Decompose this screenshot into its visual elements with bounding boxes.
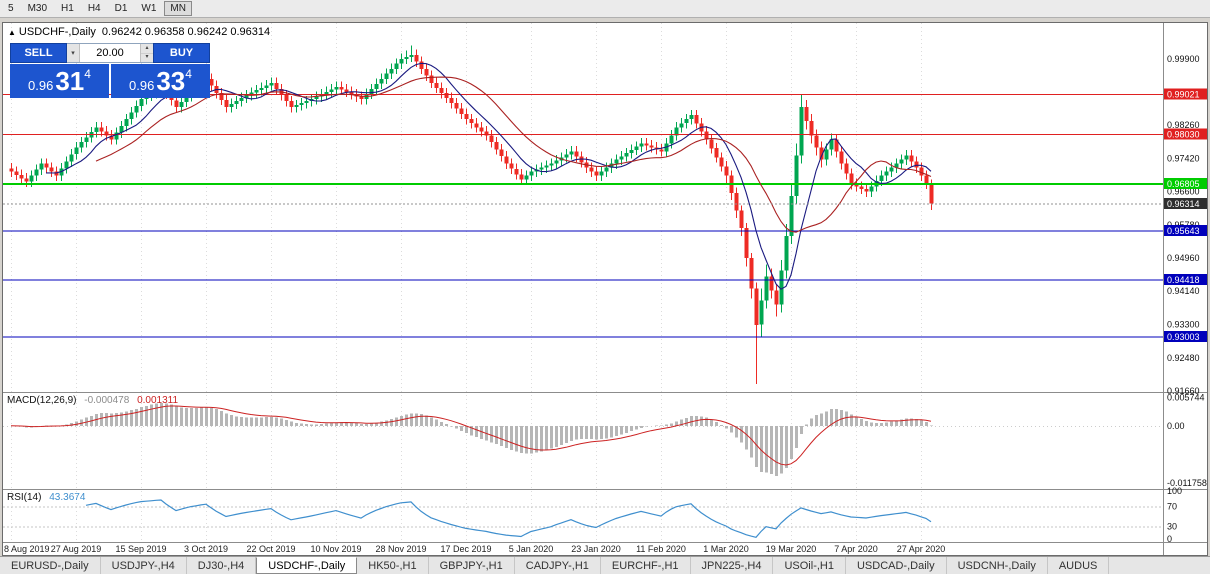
svg-text:70: 70 (1167, 501, 1177, 511)
timeframe-button-m30[interactable]: M30 (22, 1, 53, 16)
sell-price-figure: 0.96 (28, 78, 54, 93)
tab-cadjpy-h1[interactable]: CADJPY-,H1 (515, 557, 601, 574)
tab-usdjpy-h4[interactable]: USDJPY-,H4 (101, 557, 187, 574)
macd-value-main: -0.000478 (84, 395, 130, 406)
svg-text:0.005744: 0.005744 (1167, 393, 1205, 403)
tab-jpn225-h4[interactable]: JPN225-,H4 (691, 557, 774, 574)
tab-dj30-h4[interactable]: DJ30-,H4 (187, 557, 257, 574)
svg-text:100: 100 (1167, 486, 1182, 496)
chart-tabs-bar: EURUSD-,Daily USDJPY-,H4 DJ30-,H4 USDCHF… (0, 556, 1210, 574)
tab-usoil-h1[interactable]: USOil-,H1 (773, 557, 846, 574)
chart-title: ▲ USDCHF-,Daily 0.96242 0.96358 0.96242 0.… (8, 26, 270, 38)
svg-text:19 Mar 2020: 19 Mar 2020 (766, 544, 817, 554)
macd-name: MACD(12,26,9) (7, 395, 77, 406)
svg-text:0.00: 0.00 (1167, 421, 1185, 431)
svg-text:28 Nov 2019: 28 Nov 2019 (375, 544, 426, 554)
chart-symbol-label: USDCHF-,Daily (18, 26, 96, 38)
rsi-name: RSI(14) (7, 492, 42, 503)
svg-text:11 Feb 2020: 11 Feb 2020 (636, 544, 686, 554)
tab-usdchf-daily[interactable]: USDCHF-,Daily (256, 557, 358, 574)
svg-text:27 Apr 2020: 27 Apr 2020 (897, 544, 946, 554)
volume-dropdown-icon[interactable]: ▾ (67, 44, 80, 62)
buy-button[interactable]: BUY (153, 43, 210, 63)
tab-audusd[interactable]: AUDUS (1048, 557, 1110, 574)
buy-price-point: 4 (185, 67, 192, 81)
svg-text:0.95643: 0.95643 (1167, 226, 1200, 236)
buy-price-pips: 33 (156, 66, 186, 96)
macd-value-signal: 0.001311 (137, 395, 179, 406)
macd-indicator-label: MACD(12,26,9) -0.000478 0.001311 (7, 395, 178, 406)
timeframe-button-w1[interactable]: W1 (135, 1, 162, 16)
volume-up-button[interactable]: ▴ (141, 44, 153, 54)
svg-text:17 Dec 2019: 17 Dec 2019 (440, 544, 491, 554)
svg-text:15 Sep 2019: 15 Sep 2019 (115, 544, 166, 554)
price-chart-canvas[interactable]: 0.999000.982600.974200.966000.957800.949… (3, 23, 1207, 555)
svg-text:1 Mar 2020: 1 Mar 2020 (703, 544, 749, 554)
svg-text:22 Oct 2019: 22 Oct 2019 (246, 544, 295, 554)
ohlc-values: 0.96242 0.96358 0.96242 0.96314 (101, 26, 271, 38)
svg-text:23 Jan 2020: 23 Jan 2020 (571, 544, 621, 554)
timeframe-toolbar: 5 M30 H1 H4 D1 W1 MN (0, 0, 1210, 18)
svg-text:0.96805: 0.96805 (1167, 179, 1200, 189)
one-click-trading-panel: SELL ▾ ▴ ▾ BUY 0.96 31 4 0.96 33 4 (10, 43, 210, 98)
svg-text:0.99900: 0.99900 (1167, 54, 1200, 64)
tab-usdcad-daily[interactable]: USDCAD-,Daily (846, 557, 947, 574)
volume-down-button[interactable]: ▾ (141, 53, 153, 62)
timeframe-button-d1[interactable]: D1 (109, 1, 134, 16)
svg-text:0.92480: 0.92480 (1167, 353, 1200, 363)
timeframe-button-h1[interactable]: H1 (55, 1, 80, 16)
svg-text:0.91660: 0.91660 (1167, 386, 1200, 396)
rsi-indicator-label: RSI(14) 43.3674 (7, 492, 85, 503)
sell-price-pips: 31 (55, 66, 85, 96)
timeframe-button-mn[interactable]: MN (164, 1, 192, 16)
svg-text:0.96314: 0.96314 (1167, 199, 1200, 209)
timeframe-button-m5[interactable]: 5 (2, 1, 20, 16)
tab-usdcnh-daily[interactable]: USDCNH-,Daily (947, 557, 1048, 574)
svg-text:0: 0 (1167, 534, 1172, 544)
buy-price-figure: 0.96 (129, 78, 155, 93)
svg-text:5 Jan 2020: 5 Jan 2020 (509, 544, 554, 554)
svg-text:8 Aug 2019: 8 Aug 2019 (4, 544, 50, 554)
volume-input[interactable] (80, 44, 140, 62)
tab-eurusd-daily[interactable]: EURUSD-,Daily (0, 557, 101, 574)
svg-text:0.94140: 0.94140 (1167, 286, 1200, 296)
rsi-value: 43.3674 (49, 492, 86, 503)
svg-text:0.99021: 0.99021 (1167, 90, 1200, 100)
buy-price[interactable]: 0.96 33 4 (111, 64, 210, 98)
svg-text:0.94960: 0.94960 (1167, 253, 1200, 263)
svg-text:0.98030: 0.98030 (1167, 130, 1200, 140)
svg-text:7 Apr 2020: 7 Apr 2020 (834, 544, 878, 554)
svg-text:3 Oct 2019: 3 Oct 2019 (184, 544, 228, 554)
chart-symbol-icon: ▲ (8, 28, 16, 37)
tab-hk50-h1[interactable]: HK50-,H1 (357, 557, 429, 574)
tab-eurchf-h1[interactable]: EURCHF-,H1 (601, 557, 691, 574)
svg-text:10 Nov 2019: 10 Nov 2019 (310, 544, 361, 554)
svg-text:0.96600: 0.96600 (1167, 187, 1200, 197)
sell-price[interactable]: 0.96 31 4 (10, 64, 109, 98)
svg-text:30: 30 (1167, 522, 1177, 532)
volume-field: ▾ ▴ ▾ (67, 43, 153, 63)
sell-button[interactable]: SELL (10, 43, 67, 63)
svg-text:0.98260: 0.98260 (1167, 120, 1200, 130)
sell-price-point: 4 (84, 67, 91, 81)
svg-text:-0.011758: -0.011758 (1167, 478, 1207, 488)
svg-text:0.97420: 0.97420 (1167, 154, 1200, 164)
timeframe-button-h4[interactable]: H4 (82, 1, 107, 16)
tab-gbpjpy-h1[interactable]: GBPJPY-,H1 (429, 557, 515, 574)
svg-text:0.93300: 0.93300 (1167, 320, 1200, 330)
chart-window: 0.999000.982600.974200.966000.957800.949… (2, 22, 1208, 556)
svg-text:27 Aug 2019: 27 Aug 2019 (51, 544, 102, 554)
svg-text:0.93003: 0.93003 (1167, 332, 1200, 342)
svg-text:0.94418: 0.94418 (1167, 275, 1200, 285)
